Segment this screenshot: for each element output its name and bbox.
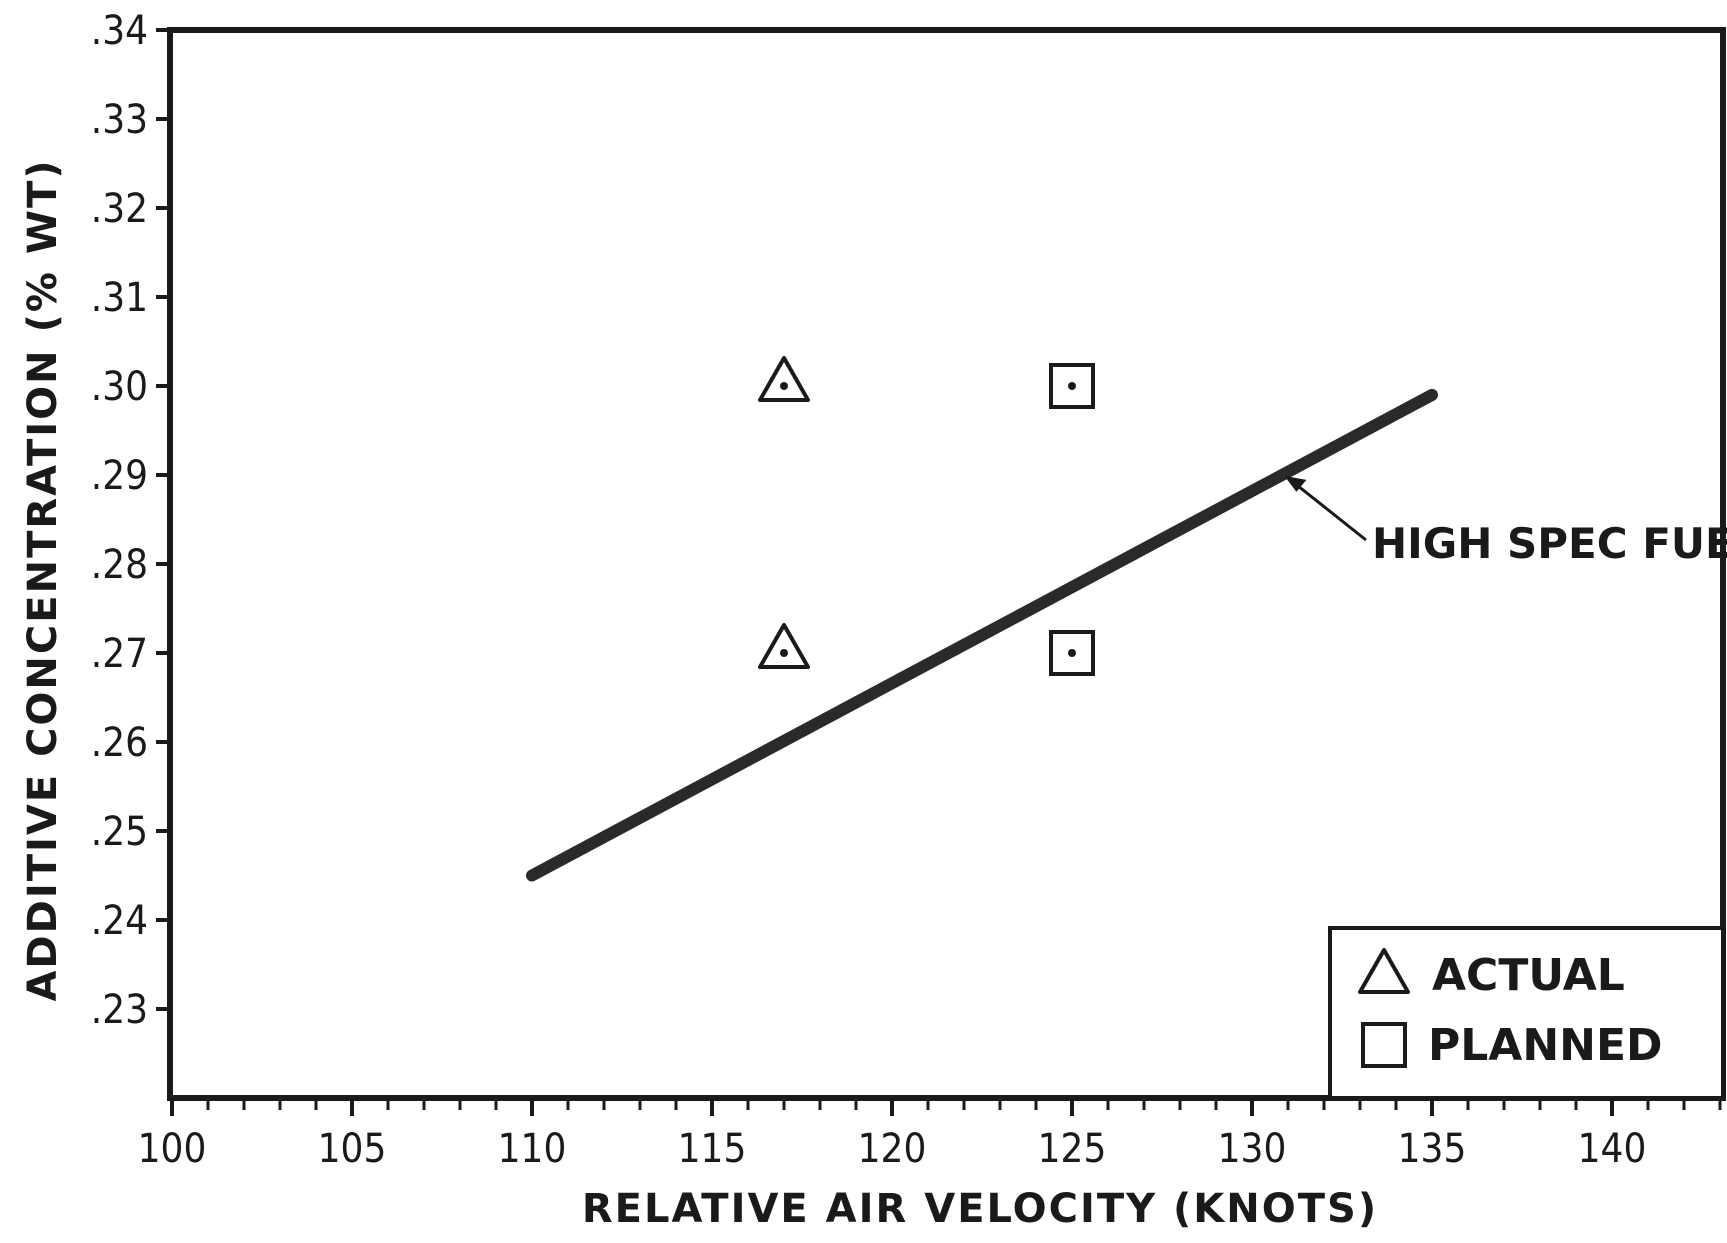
planned-point-square (1049, 363, 1095, 409)
x-tick-label: 135 (1398, 1126, 1467, 1172)
y-tick-label: .30 (91, 364, 148, 410)
high-spec-fuel-line (526, 388, 1438, 882)
y-tick-label: .29 (91, 453, 148, 499)
x-axis: 100 105 110 115 120 125 130 135 140 (138, 1098, 1722, 1172)
x-tick-label: 120 (858, 1126, 927, 1172)
x-tick-label: 115 (678, 1126, 747, 1172)
x-tick-label: 130 (1218, 1126, 1287, 1172)
point-center-dot (780, 649, 788, 657)
y-tick-label: .31 (91, 275, 148, 321)
actual-point-triangle (758, 356, 810, 402)
point-center-dot (1068, 649, 1076, 657)
y-tick-label: .26 (91, 720, 148, 766)
legend-square-icon (1361, 1022, 1407, 1068)
y-tick-label: .24 (91, 898, 148, 944)
legend-label-actual: ACTUAL (1432, 950, 1625, 1001)
annotation-group: HIGH SPEC FUEL (1284, 475, 1727, 568)
y-tick-label: .32 (91, 186, 148, 232)
points-group (758, 356, 1095, 676)
legend-triangle-icon (1358, 948, 1410, 994)
annotation-arrowhead-icon (1284, 475, 1307, 492)
legend-box (1328, 926, 1725, 1100)
x-axis-title: RELATIVE AIR VELOCITY (KNOTS) (582, 1186, 1378, 1232)
y-tick-label: .27 (91, 631, 148, 677)
x-tick-label: 105 (318, 1126, 387, 1172)
actual-point-triangle (758, 623, 810, 669)
point-center-dot (780, 382, 788, 390)
y-tick-label: .23 (91, 987, 148, 1033)
legend: ACTUAL PLANNED (1328, 926, 1725, 1100)
y-tick-label: .28 (91, 542, 148, 588)
y-axis: .23 .24 .25 .26 .27 .28 .29 .30 .31 .32 .33 .34 (91, 8, 170, 1033)
annotation-label: HIGH SPEC FUEL (1372, 519, 1727, 568)
point-center-dot (1068, 382, 1076, 390)
annotation-leader-line (1289, 478, 1367, 542)
y-tick-label: .34 (91, 8, 148, 54)
x-tick-label: 125 (1038, 1126, 1107, 1172)
trend-line-group (526, 388, 1438, 882)
planned-point-square (1049, 630, 1095, 676)
y-axis-title: ADDITIVE CONCENTRATION (% WT) (20, 158, 66, 1001)
y-tick-label: .25 (91, 809, 148, 855)
y-tick-label: .33 (91, 97, 148, 143)
legend-label-planned: PLANNED (1428, 1020, 1663, 1071)
x-tick-label: 140 (1578, 1126, 1647, 1172)
x-tick-label: 100 (138, 1126, 207, 1172)
x-tick-label: 110 (498, 1126, 567, 1172)
